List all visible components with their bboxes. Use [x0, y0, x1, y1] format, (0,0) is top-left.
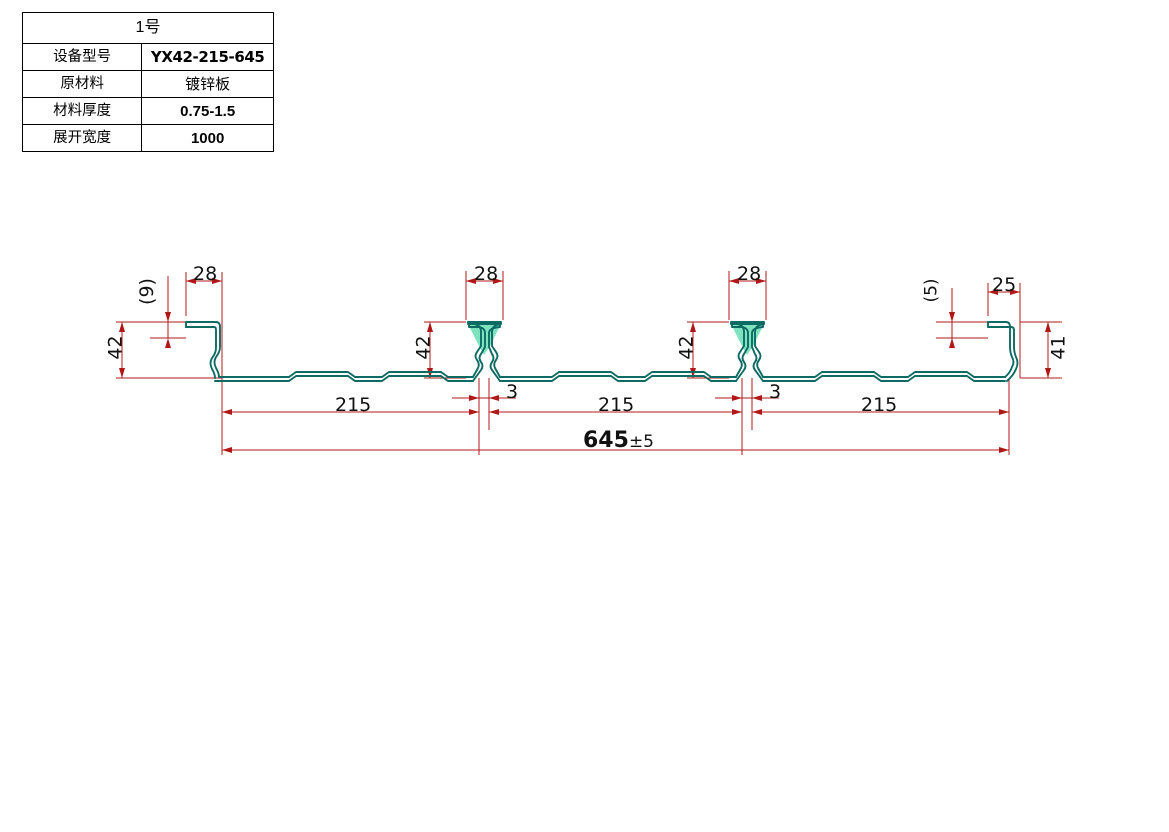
dim-rib-1-height: 42 — [412, 335, 435, 360]
dim-left-height: 42 — [104, 335, 127, 360]
pan-2-inner — [499, 375, 737, 382]
dim-rib-1-base: 3 — [506, 381, 519, 403]
spec-value-thickness: 0.75-1.5 — [141, 97, 274, 125]
dim-pitch-3: 215 — [861, 394, 898, 416]
spec-label-developed-width: 展开宽度 — [21, 124, 143, 152]
pan-1-inner — [214, 375, 474, 382]
spec-value-model: YX42-215-645 — [141, 43, 274, 71]
pan-1-outer — [218, 371, 474, 378]
spec-value-material: 镀锌板 — [141, 70, 274, 98]
spec-title: 1号 — [22, 12, 274, 44]
pan-2-outer — [499, 371, 737, 378]
spec-table: 1号 设备型号 YX42-215-645 原材料 镀锌板 材料厚度 0.75-1… — [21, 12, 274, 152]
rib-1-inner — [468, 323, 501, 382]
spec-label-thickness: 材料厚度 — [21, 97, 143, 125]
dimension-lines — [116, 271, 1062, 455]
sheet-profile — [185, 321, 1019, 382]
spec-label-model: 设备型号 — [21, 43, 143, 71]
rib-2-inner — [731, 323, 764, 382]
left-edge-outer — [185, 321, 221, 378]
rib-1-outer — [467, 321, 502, 378]
dim-pitch-2: 215 — [598, 394, 635, 416]
table-row: 展开宽度 1000 — [21, 124, 274, 152]
right-edge-outer — [987, 321, 1015, 378]
spec-value-developed-width: 1000 — [141, 124, 274, 152]
dim-left-gap: (9) — [135, 278, 158, 305]
dim-rib-2-width: 28 — [737, 263, 762, 285]
dim-rib-1-width: 28 — [474, 263, 499, 285]
dim-right-top-width: 25 — [992, 274, 1017, 296]
dim-right-height: 41 — [1047, 335, 1070, 360]
dim-overall-width: 645±5 — [583, 430, 654, 452]
right-edge-inner — [987, 326, 1019, 382]
dim-rib-2-height: 42 — [675, 335, 698, 360]
dimension-arrowheads — [119, 278, 1051, 453]
dim-left-top-width: 28 — [193, 263, 218, 285]
dim-rib-2-base: 3 — [769, 381, 782, 403]
table-row: 材料厚度 0.75-1.5 — [21, 97, 274, 125]
pan-3-inner — [762, 375, 1006, 382]
rib-fills — [468, 324, 764, 355]
dim-overall-value: 645 — [583, 428, 629, 453]
left-edge-inner — [185, 326, 217, 379]
table-row: 设备型号 YX42-215-645 — [21, 43, 274, 71]
pan-3-outer — [762, 371, 1006, 378]
dim-pitch-1: 215 — [335, 394, 372, 416]
rib-2-outer — [730, 321, 765, 378]
table-row-title: 1号 — [22, 12, 274, 44]
dim-right-gap: (5) — [921, 278, 942, 303]
dim-overall-tolerance: ±5 — [628, 432, 654, 452]
